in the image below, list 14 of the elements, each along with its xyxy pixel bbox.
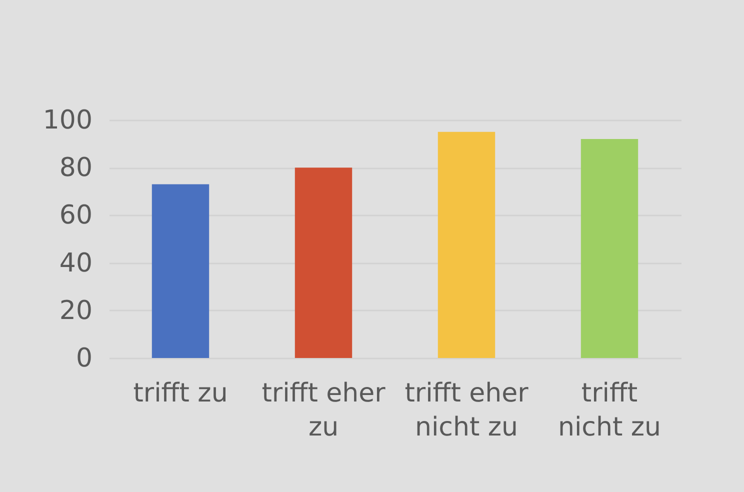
x-tick-label: trifft nicht zu xyxy=(558,378,662,442)
y-tick-label: 20 xyxy=(59,296,92,326)
x-tick-label: trifft eher nicht zu xyxy=(404,378,529,442)
y-tick-label: 60 xyxy=(59,200,92,231)
bar xyxy=(294,168,352,358)
y-tick-label: 80 xyxy=(59,153,92,184)
x-tick-label: trifft eher zu xyxy=(262,378,386,442)
bar xyxy=(580,139,638,358)
y-tick-label: 100 xyxy=(42,106,92,136)
bar xyxy=(152,184,210,358)
y-tick-label: 40 xyxy=(59,248,92,278)
bar xyxy=(438,132,496,358)
y-tick-label: 0 xyxy=(76,344,92,374)
x-tick-label: trifft zu xyxy=(133,378,228,408)
